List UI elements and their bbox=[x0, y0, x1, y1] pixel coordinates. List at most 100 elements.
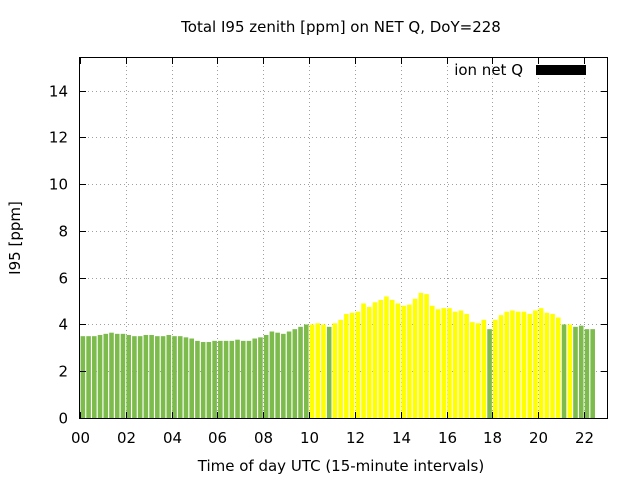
bar bbox=[223, 340, 229, 418]
legend-swatch bbox=[536, 65, 586, 75]
bar bbox=[355, 311, 361, 418]
bar bbox=[172, 336, 177, 418]
x-tick-label: 20 bbox=[529, 429, 548, 447]
bar bbox=[372, 302, 378, 418]
bar bbox=[493, 319, 498, 418]
bar bbox=[407, 304, 412, 418]
y-tick-label: 0 bbox=[58, 410, 68, 428]
bar bbox=[470, 322, 475, 418]
x-axis: 00 02 04 06 08 10 12 14 16 18 20 22 bbox=[71, 58, 594, 447]
bar bbox=[235, 339, 240, 418]
bar bbox=[166, 335, 172, 418]
x-tick-label: 10 bbox=[300, 429, 319, 447]
bar bbox=[430, 305, 435, 418]
bar bbox=[475, 323, 481, 418]
y-tick-label: 8 bbox=[58, 223, 68, 241]
x-axis-label: Time of day UTC (15-minute intervals) bbox=[197, 457, 484, 475]
bar bbox=[349, 312, 355, 418]
bar bbox=[418, 292, 424, 418]
bar bbox=[321, 324, 326, 418]
bar bbox=[441, 308, 447, 418]
x-tick-label: 14 bbox=[392, 429, 411, 447]
y-tick-label: 14 bbox=[49, 83, 68, 101]
x-tick-label: 00 bbox=[71, 429, 90, 447]
x-tick-label: 16 bbox=[438, 429, 457, 447]
bar bbox=[435, 309, 441, 418]
bar bbox=[504, 311, 510, 418]
x-tick-label: 12 bbox=[346, 429, 365, 447]
bar bbox=[195, 340, 200, 418]
bar bbox=[515, 311, 521, 418]
bar bbox=[252, 338, 257, 418]
x-tick-label: 08 bbox=[254, 429, 273, 447]
bar bbox=[424, 294, 429, 418]
bar bbox=[389, 299, 395, 418]
bar bbox=[338, 319, 343, 418]
bar bbox=[218, 340, 223, 418]
bar bbox=[189, 338, 194, 418]
bar bbox=[183, 337, 189, 418]
x-tick-label: 22 bbox=[575, 429, 594, 447]
bar bbox=[309, 324, 315, 418]
bar bbox=[143, 335, 149, 418]
bar bbox=[269, 331, 275, 418]
bar bbox=[132, 336, 137, 418]
bar bbox=[292, 329, 298, 418]
bar bbox=[578, 325, 584, 418]
legend-label: ion net Q bbox=[454, 61, 523, 79]
bar bbox=[120, 333, 126, 418]
bar bbox=[149, 335, 154, 418]
bar bbox=[160, 336, 166, 418]
bar bbox=[458, 310, 464, 418]
x-tick-label: 18 bbox=[483, 429, 502, 447]
bar bbox=[533, 310, 538, 418]
bar bbox=[447, 308, 452, 418]
bar bbox=[538, 308, 544, 418]
x-tick-label: 04 bbox=[163, 429, 182, 447]
bar bbox=[395, 303, 401, 418]
bar bbox=[275, 332, 280, 418]
bar bbox=[550, 313, 555, 418]
bar bbox=[561, 324, 567, 418]
bar bbox=[246, 340, 252, 418]
bar bbox=[206, 342, 212, 418]
bar bbox=[481, 319, 487, 418]
bar bbox=[544, 312, 550, 418]
bar bbox=[366, 306, 372, 418]
bar bbox=[590, 329, 595, 418]
y-tick-label: 6 bbox=[58, 270, 68, 288]
bar bbox=[332, 323, 338, 418]
bar bbox=[384, 296, 389, 418]
bar bbox=[80, 336, 86, 418]
bar bbox=[412, 298, 418, 418]
bar bbox=[229, 340, 235, 418]
bar bbox=[177, 336, 183, 418]
bar bbox=[315, 323, 321, 418]
bar bbox=[521, 311, 527, 418]
bar bbox=[137, 336, 143, 418]
bar bbox=[281, 333, 286, 418]
y-tick-label: 2 bbox=[58, 363, 68, 381]
bar bbox=[527, 313, 532, 418]
bar bbox=[452, 311, 458, 418]
bar bbox=[200, 342, 206, 418]
bar bbox=[361, 303, 366, 418]
bar bbox=[155, 336, 160, 418]
y-axis: 0 2 4 6 8 10 12 14 bbox=[49, 83, 607, 428]
y-tick-label: 12 bbox=[49, 129, 68, 147]
bar bbox=[326, 326, 332, 418]
bars bbox=[80, 292, 595, 418]
bar bbox=[298, 326, 303, 418]
bar bbox=[109, 332, 114, 418]
bar bbox=[240, 340, 246, 418]
bar bbox=[567, 324, 573, 418]
bar bbox=[584, 329, 590, 418]
bar bbox=[303, 324, 309, 418]
bar bbox=[212, 340, 217, 418]
y-axis-label: I95 [ppm] bbox=[6, 201, 24, 275]
grid bbox=[80, 58, 607, 418]
bar bbox=[103, 333, 109, 418]
bar bbox=[286, 331, 292, 418]
x-tick-label: 06 bbox=[208, 429, 227, 447]
